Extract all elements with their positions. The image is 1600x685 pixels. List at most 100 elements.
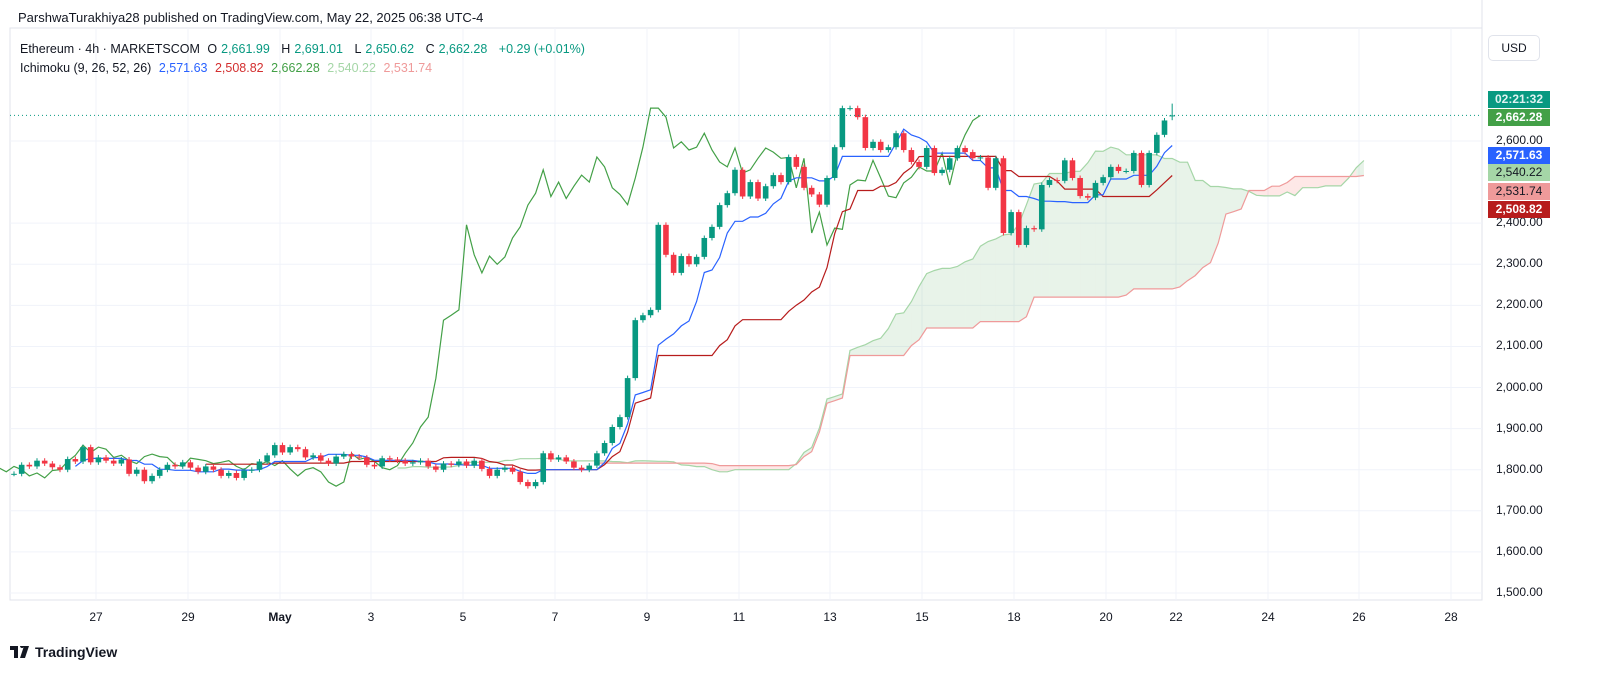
- candle-body: [34, 460, 40, 467]
- candle-body: [18, 464, 25, 474]
- candle-body: [992, 158, 999, 188]
- x-tick-label: 15: [915, 610, 929, 624]
- x-tick-label: 20: [1099, 610, 1113, 624]
- symbol-legend-row: Ethereum · 4h · MARKETSCOM O 2,661.99 H 2,…: [20, 40, 589, 59]
- cloud-segment: [957, 261, 966, 328]
- candle-body: [977, 157, 984, 159]
- candle-body: [494, 469, 501, 476]
- cloud-segment: [1156, 154, 1165, 289]
- candle-body: [732, 169, 738, 194]
- candle-body: [1031, 228, 1037, 230]
- cloud-segment: [781, 465, 789, 470]
- cloud-segment: [1187, 162, 1196, 281]
- low-number: 2,650.62: [365, 42, 415, 56]
- candle-body: [847, 108, 853, 110]
- cloud-segment: [934, 268, 943, 328]
- candle-body: [225, 473, 232, 476]
- cloud-segment: [1172, 158, 1180, 289]
- y-tick-label: 2,100.00: [1496, 338, 1543, 353]
- cloud-segment: [865, 340, 874, 356]
- cloud-segment: [972, 246, 981, 328]
- y-tick-label: 1,500.00: [1496, 584, 1543, 599]
- cloud-segment: [1256, 190, 1265, 196]
- symbol-label[interactable]: Ethereum · 4h · MARKETSCOM: [20, 42, 200, 56]
- cloud-segment: [1110, 147, 1119, 298]
- cloud-segment: [1087, 151, 1096, 298]
- publish-attribution: ParshwaTurakhiya28 published on TradingV…: [18, 10, 484, 25]
- candle-body: [739, 169, 746, 197]
- candle-body: [586, 465, 593, 470]
- tradingview-logo[interactable]: TradingView: [10, 644, 117, 660]
- candle-body: [256, 461, 263, 470]
- cloud-segment: [949, 266, 958, 328]
- candle-body: [939, 169, 945, 174]
- candle-body: [1038, 184, 1045, 230]
- x-tick-label: 26: [1352, 610, 1366, 624]
- cloud-segment: [834, 393, 843, 401]
- candle-body: [172, 464, 178, 467]
- candle-body: [448, 463, 454, 465]
- cloud-segment: [827, 396, 835, 404]
- y-tick-label: 1,800.00: [1496, 461, 1543, 476]
- candle-body: [509, 467, 516, 472]
- candle-body: [402, 460, 408, 464]
- candle-body: [179, 462, 186, 467]
- candle-body: [755, 182, 761, 199]
- candle-body: [885, 147, 892, 151]
- cloud-segment: [1218, 186, 1226, 244]
- candle-body: [663, 224, 669, 255]
- candle-body: [877, 141, 884, 151]
- candle-body: [433, 466, 439, 470]
- candle-body: [456, 461, 462, 465]
- candle-body: [103, 457, 109, 461]
- currency-button[interactable]: USD: [1488, 35, 1540, 61]
- candle-body: [678, 256, 685, 273]
- candle-body: [785, 157, 792, 183]
- candle-body: [1146, 152, 1152, 185]
- cloud-segment: [1195, 180, 1203, 276]
- cloud-segment: [1302, 176, 1311, 188]
- candle-body: [870, 141, 876, 148]
- candle-body: [126, 459, 132, 474]
- candle-body: [617, 417, 623, 427]
- candle-body: [716, 205, 723, 227]
- candle-body: [486, 468, 493, 476]
- candle-body: [640, 315, 646, 321]
- candle-body: [563, 457, 570, 462]
- candle-body: [241, 470, 247, 478]
- x-tick-label: 22: [1169, 610, 1183, 624]
- candle-body: [1046, 180, 1053, 185]
- cloud-segment: [1026, 184, 1035, 317]
- cloud-segment: [696, 463, 705, 467]
- candle-body: [156, 469, 163, 476]
- span-b-line: [596, 174, 1364, 467]
- chart-legend: Ethereum · 4h · MARKETSCOM O 2,661.99 H 2,…: [20, 40, 589, 78]
- candle-body: [310, 455, 316, 458]
- cloud-segment: [804, 447, 812, 457]
- candle-body: [893, 133, 899, 148]
- candle-body: [1161, 120, 1168, 135]
- candle-body: [778, 175, 784, 183]
- x-tick-label: 5: [459, 610, 467, 624]
- candle-body: [655, 224, 662, 310]
- indicator-label[interactable]: Ichimoku (9, 26, 52, 26): [20, 61, 152, 75]
- candle-body: [670, 254, 677, 273]
- cloud-segment: [880, 328, 889, 356]
- candle-body: [72, 459, 79, 462]
- cloud-segment: [734, 465, 743, 470]
- candle-body: [187, 462, 194, 468]
- candle-body: [1008, 212, 1014, 234]
- candle-body: [133, 469, 140, 474]
- y-tick-label: 1,600.00: [1496, 543, 1543, 558]
- candle-body: [379, 458, 385, 467]
- cloud-segment: [1356, 160, 1364, 177]
- candle-body: [1115, 166, 1122, 171]
- cloud-segment: [1202, 180, 1211, 268]
- candle-body: [824, 177, 830, 205]
- close-value: C 2,662.28: [426, 42, 492, 56]
- cloud-segment: [1049, 173, 1058, 298]
- plot-frame: [9, 27, 1483, 601]
- candle-body: [425, 460, 431, 467]
- cloud-segment: [1210, 186, 1219, 263]
